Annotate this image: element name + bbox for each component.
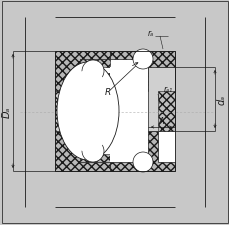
Polygon shape <box>0 18 25 207</box>
Polygon shape <box>25 18 55 207</box>
Polygon shape <box>55 18 174 52</box>
Text: A: A <box>158 117 163 126</box>
Polygon shape <box>55 52 109 92</box>
Polygon shape <box>0 207 229 225</box>
Circle shape <box>82 61 104 83</box>
Ellipse shape <box>57 63 118 160</box>
Polygon shape <box>80 74 109 92</box>
Polygon shape <box>0 0 229 18</box>
Circle shape <box>132 50 152 70</box>
Ellipse shape <box>62 71 114 152</box>
Text: dₐ: dₐ <box>216 94 226 105</box>
Polygon shape <box>147 68 174 131</box>
Polygon shape <box>204 18 229 207</box>
Polygon shape <box>55 131 109 171</box>
Polygon shape <box>109 131 147 162</box>
Polygon shape <box>109 162 147 171</box>
Polygon shape <box>80 131 109 144</box>
Polygon shape <box>80 154 109 162</box>
Circle shape <box>132 152 152 172</box>
Polygon shape <box>55 171 174 207</box>
Polygon shape <box>55 92 80 131</box>
Polygon shape <box>174 18 204 207</box>
Text: Dₐ: Dₐ <box>2 106 12 117</box>
Polygon shape <box>80 60 109 68</box>
Polygon shape <box>55 52 174 171</box>
Polygon shape <box>109 52 147 60</box>
Text: rₐ₁: rₐ₁ <box>163 85 172 94</box>
Text: rₐ: rₐ <box>147 29 153 38</box>
Polygon shape <box>109 68 147 92</box>
Circle shape <box>82 140 104 162</box>
Polygon shape <box>147 52 174 92</box>
Text: R: R <box>104 88 111 97</box>
Polygon shape <box>147 131 174 171</box>
Polygon shape <box>157 92 174 131</box>
